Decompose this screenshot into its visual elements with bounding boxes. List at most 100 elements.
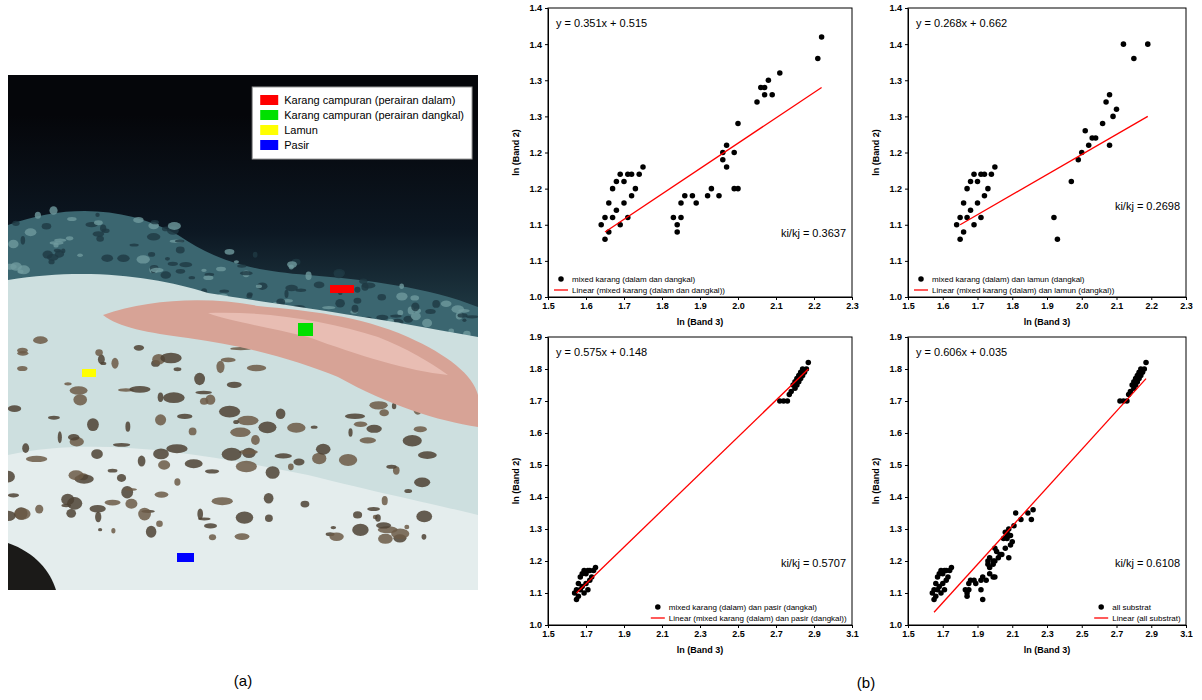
scatter-point — [1069, 179, 1075, 185]
scatter-point — [610, 186, 616, 192]
legend-label: mixed karang (dalam) dan pasir (dangkal) — [669, 603, 817, 612]
y-tick-mark — [545, 297, 548, 298]
x-tick: 2.9 — [1145, 625, 1158, 639]
patch — [288, 463, 294, 470]
y-tick-mark — [545, 561, 548, 562]
patch — [414, 478, 430, 488]
scatter-point — [966, 587, 972, 593]
patch — [311, 426, 318, 429]
y-tick-label: 1.4 — [529, 492, 542, 502]
scatter-point — [964, 186, 970, 192]
texture — [203, 275, 213, 280]
patch — [404, 525, 409, 530]
x-tick: 2.1 — [1111, 297, 1124, 311]
patch — [376, 522, 391, 528]
y-tick-mark — [545, 433, 548, 434]
y-tick: 1.9 — [529, 332, 548, 342]
texture — [390, 315, 402, 318]
y-tick-label: 1.6 — [529, 428, 542, 438]
y-tick-label: 1.0 — [889, 620, 902, 630]
texture — [54, 249, 61, 253]
x-tick: 2.9 — [808, 625, 821, 639]
x-tick: 2.7 — [1111, 625, 1124, 639]
y-tick: 1.2 — [529, 556, 548, 566]
scatter-point — [610, 215, 616, 221]
y-tick: 1.4 — [889, 492, 908, 502]
scatter-point — [762, 92, 768, 98]
y-tick: 1.3 — [889, 76, 908, 86]
legend-label: Pasir — [284, 139, 309, 151]
patch — [138, 456, 146, 467]
x-tick: 2.1 — [656, 625, 669, 639]
x-tick: 1.7 — [618, 297, 631, 311]
patch — [352, 524, 368, 536]
x-tick-mark — [943, 297, 944, 300]
scatter-point — [980, 597, 986, 603]
x-tick-mark — [624, 625, 625, 628]
y-tick-label: 1.2 — [889, 148, 902, 158]
patch — [17, 348, 28, 354]
scatter-point — [724, 164, 730, 170]
x-tick: 2.7 — [770, 625, 783, 639]
patch — [111, 358, 118, 369]
y-tick-mark — [545, 225, 548, 226]
y-tick-mark — [545, 337, 548, 338]
x-tick: 2.3 — [846, 297, 859, 311]
texture — [117, 255, 129, 262]
legend-symbol — [914, 289, 928, 290]
x-axis-title: ln (Band 3) — [677, 645, 724, 655]
y-tick-label: 1.2 — [889, 184, 902, 194]
scatter-point — [614, 179, 620, 185]
x-axis: 1.51.61.71.81.92.02.12.22.3 — [902, 297, 1193, 311]
scatter-chart: 1.51.61.71.81.92.02.12.22.31.01.11.11.21… — [871, 3, 1193, 327]
patch — [194, 373, 205, 385]
annotation: ki/kj = 0.2698 — [1115, 200, 1180, 212]
scatter-point — [973, 581, 979, 587]
x-tick-label: 1.5 — [902, 629, 915, 639]
y-tick: 1.0 — [529, 292, 548, 302]
patch — [354, 422, 367, 428]
x-tick: 1.9 — [1041, 297, 1054, 311]
x-tick-label: 2.2 — [808, 301, 821, 311]
y-tick: 1.8 — [889, 364, 908, 374]
y-axis: 1.01.11.21.31.41.51.61.71.81.9 — [889, 332, 908, 630]
x-tick-mark — [586, 625, 587, 628]
scatter-point — [614, 208, 620, 214]
patch — [174, 478, 180, 486]
y-tick-mark — [905, 225, 908, 226]
texture — [42, 223, 52, 230]
y-tick-label: 1.3 — [889, 76, 902, 86]
patch — [14, 508, 31, 520]
y-axis-line — [908, 9, 909, 298]
x-tick-label: 1.7 — [937, 629, 950, 639]
y-tick-label: 1.7 — [529, 396, 542, 406]
x-tick-mark — [1082, 297, 1083, 300]
x-tick-label: 2.5 — [1076, 629, 1089, 639]
patch — [345, 413, 365, 419]
y-tick: 1.7 — [529, 396, 548, 406]
patch — [125, 499, 137, 509]
x-tick: 2.0 — [1076, 297, 1089, 311]
image-background — [8, 75, 478, 590]
y-tick-label: 1.0 — [889, 292, 902, 302]
x-tick-label: 2.1 — [770, 301, 783, 311]
scatter-point — [585, 587, 591, 593]
x-tick-label: 2.0 — [1076, 301, 1089, 311]
texture — [441, 300, 452, 307]
x-tick-mark — [776, 297, 777, 300]
scatter-point — [971, 222, 977, 228]
y-axis-line — [908, 338, 909, 626]
x-tick-label: 2.2 — [1145, 301, 1158, 311]
scatter-point — [754, 99, 760, 105]
y-tick: 1.5 — [529, 460, 548, 470]
scatter-point — [720, 157, 726, 163]
patch — [64, 382, 71, 385]
x-tick: 1.5 — [542, 297, 555, 311]
x-tick-mark — [1012, 625, 1013, 628]
x-tick-label: 1.7 — [580, 629, 593, 639]
texture — [168, 262, 178, 266]
texture — [322, 306, 335, 309]
patch — [386, 465, 396, 469]
patch — [204, 523, 217, 528]
texture — [49, 206, 57, 215]
